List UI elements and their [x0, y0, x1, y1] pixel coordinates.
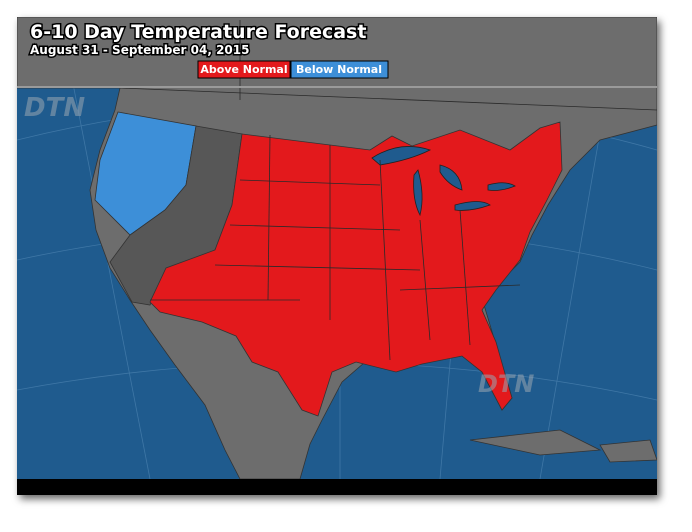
state-borders: [119, 20, 657, 361]
watermark: DTN: [478, 370, 534, 398]
subtitle: August 31 - September 04, 2015: [30, 43, 249, 57]
cuba: [469, 429, 602, 456]
above-normal-region: [149, 121, 563, 417]
legend-label: Below Normal: [296, 63, 382, 76]
hispaniola: [599, 439, 657, 463]
great-lakes: [371, 146, 516, 217]
watermark: DTN: [24, 93, 85, 123]
legend-swatch: [197, 60, 291, 79]
map: DTN DTN 6-10 Day Temperature Forecast Au…: [17, 17, 657, 479]
legend-swatch: [290, 60, 389, 79]
title: 6-10 Day Temperature Forecast: [30, 21, 366, 43]
legend-label: Above Normal: [200, 63, 287, 76]
